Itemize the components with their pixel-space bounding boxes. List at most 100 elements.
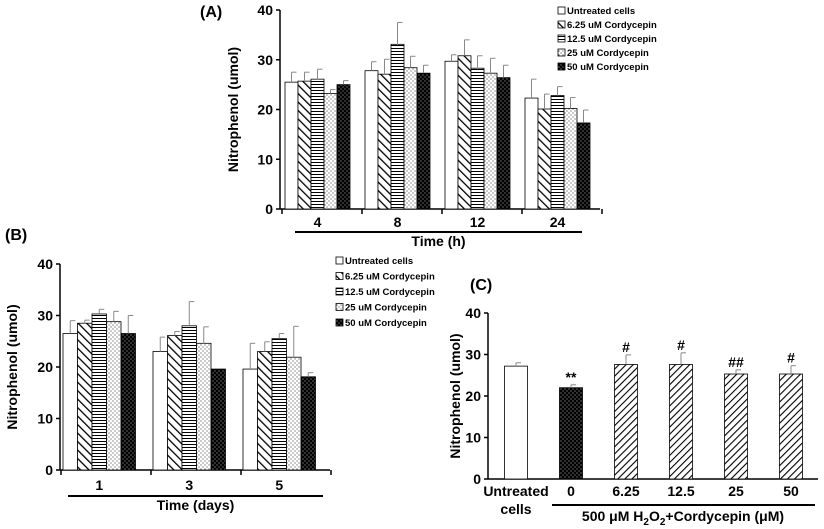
legend-label: 25 uM Cordycepin <box>567 48 649 59</box>
bar <box>377 73 392 210</box>
x-tick-label: Untreated <box>483 483 548 499</box>
x-tick-label: 0 <box>567 483 575 499</box>
legend: Untreated cells 6.25 uM Cordycepin 12.5 uM… <box>557 6 657 73</box>
y-tick-label: 20 <box>37 359 53 375</box>
bar <box>504 365 528 480</box>
legend-swatch <box>335 303 344 311</box>
x-tick-label: 1 <box>95 477 103 493</box>
chart-0-axes: 0 10 20 30 40 Nitrophenol (umol) (A) <box>200 2 600 217</box>
bar <box>297 80 312 210</box>
x-tick-label: 50 <box>783 483 799 499</box>
bar <box>257 351 273 471</box>
x-tick-label: 4 <box>314 214 322 230</box>
bar <box>724 373 748 480</box>
label-part: 500 μM H <box>582 508 643 524</box>
bar <box>483 72 498 210</box>
bar <box>563 108 578 210</box>
y-tick-label: 0 <box>265 201 273 217</box>
x-axis-label: Time (h) <box>411 233 465 249</box>
y-axis-label: Nitrophenol (umol) <box>225 47 241 172</box>
legend-swatch <box>557 20 566 29</box>
subscript: 2 <box>643 517 649 528</box>
bar <box>403 67 418 210</box>
bar <box>470 67 485 210</box>
panel-label: (C) <box>470 277 492 294</box>
chart-1-bars: 1 3 5 Time (days) <box>60 301 332 513</box>
panel-label: (B) <box>5 227 27 244</box>
legend-label: 12.5 uM Cordycepin <box>345 287 435 298</box>
y-tick-label: 30 <box>465 347 481 363</box>
bar <box>457 55 472 210</box>
panel-label: (A) <box>200 4 222 21</box>
x-tick-label: 12.5 <box>667 483 694 499</box>
x-tick-label: 12 <box>470 214 486 230</box>
bar <box>614 364 638 480</box>
chart-2-bars: Untreated cells ** 0 #6.25 #12.5 ## 25 #50 500 μM… <box>483 337 815 528</box>
bar <box>537 108 552 210</box>
legend-swatch <box>557 48 566 57</box>
legend-label: 50 uM Cordycepin <box>567 62 649 73</box>
bar <box>444 60 459 210</box>
y-tick-label: 20 <box>465 388 481 404</box>
bar <box>284 81 299 210</box>
y-tick-label: 40 <box>37 256 53 272</box>
x-tick-label: 3 <box>185 477 193 493</box>
legend-swatch <box>335 256 344 265</box>
label-part: +Cordycepin (μM) <box>665 508 784 524</box>
legend-label: Untreated cells <box>345 256 413 267</box>
bar <box>300 376 316 471</box>
legend-label: 25 uM Cordycepin <box>345 303 427 314</box>
bar <box>91 313 107 471</box>
x-tick-label: cells <box>500 501 531 517</box>
bar <box>390 43 405 210</box>
legend-swatch <box>557 6 566 15</box>
bar <box>286 356 302 471</box>
bar <box>559 387 583 480</box>
y-tick-label: 0 <box>473 471 481 487</box>
bar <box>364 70 379 210</box>
y-tick-label: 40 <box>465 305 481 321</box>
y-tick-label: 20 <box>257 102 273 118</box>
x-axis-label: 500 μM H2O2+Cordycepin (μM) <box>582 508 784 528</box>
y-tick-label: 10 <box>37 411 53 427</box>
y-tick-label: 10 <box>257 151 273 167</box>
bar <box>242 368 258 471</box>
bar <box>77 322 93 471</box>
legend-label: 50 uM Cordycepin <box>345 318 427 329</box>
bar <box>167 335 183 471</box>
chart-0-bars: 4 8 12 24 Time (h) <box>281 21 603 249</box>
bar <box>336 84 351 210</box>
y-tick-label: 30 <box>37 308 53 324</box>
bar <box>271 338 287 471</box>
y-tick-label: 10 <box>465 430 481 446</box>
significance-mark: # <box>787 350 795 366</box>
significance-mark: # <box>622 339 630 355</box>
bar <box>106 321 122 471</box>
bar <box>524 97 539 210</box>
significance-mark: # <box>677 337 685 353</box>
bar <box>310 78 325 210</box>
legend: Untreated cells 6.25 uM Cordycepin 12.5 uM… <box>335 256 435 329</box>
legend-swatch <box>557 34 566 43</box>
legend-swatch <box>335 318 344 327</box>
bar <box>62 333 78 471</box>
x-tick-label: 24 <box>550 214 566 230</box>
bar <box>181 325 197 471</box>
label-part: O <box>649 508 660 524</box>
bar <box>210 368 226 471</box>
x-tick-label: 6.25 <box>612 483 639 499</box>
y-tick-label: 30 <box>257 52 273 68</box>
bar <box>323 93 338 210</box>
bar <box>576 122 591 210</box>
y-axis-label: Nitrophenol (umol) <box>447 333 463 458</box>
y-tick-label: 0 <box>45 462 53 478</box>
bar <box>416 72 431 210</box>
legend-swatch <box>335 287 344 296</box>
legend-label: Untreated cells <box>567 6 635 17</box>
subscript: 2 <box>660 517 666 528</box>
significance-mark: ## <box>728 354 744 370</box>
bar <box>196 342 212 471</box>
legend-label: 6.25 uM Cordycepin <box>567 20 657 31</box>
